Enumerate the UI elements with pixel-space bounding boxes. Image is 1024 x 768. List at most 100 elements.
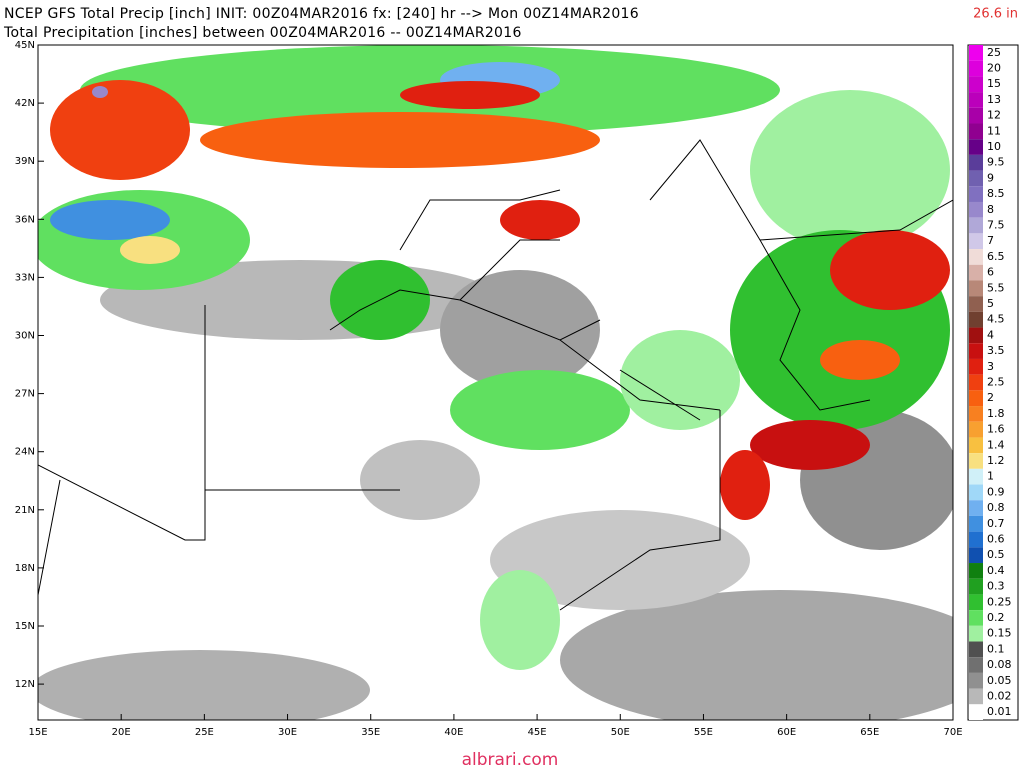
legend-swatch xyxy=(969,217,983,234)
legend-swatch xyxy=(969,201,983,218)
legend-label: 10 xyxy=(987,140,1001,153)
legend-label: 3.5 xyxy=(987,344,1005,357)
lon-label: 35E xyxy=(361,727,380,738)
legend-swatch xyxy=(969,610,983,626)
legend-swatch xyxy=(969,280,983,297)
lon-label: 60E xyxy=(777,727,796,738)
legend-label: 1.2 xyxy=(987,454,1005,467)
legend-label: 8 xyxy=(987,203,994,216)
legend-swatch xyxy=(969,468,983,485)
title-line-2: Total Precipitation [inches] between 00Z… xyxy=(3,25,522,41)
precip-area xyxy=(750,420,870,470)
legend-swatch xyxy=(969,453,983,469)
precip-area xyxy=(820,340,900,380)
legend-swatch xyxy=(969,547,983,564)
lat-label: 24N xyxy=(15,447,35,458)
legend-label: 0.01 xyxy=(987,705,1012,718)
precip-area xyxy=(560,590,953,720)
legend-swatch xyxy=(969,249,983,265)
precip-area xyxy=(720,450,770,520)
legend-swatch xyxy=(969,296,983,312)
precip-area xyxy=(450,370,630,450)
legend-swatch xyxy=(969,390,983,407)
legend-label: 0.9 xyxy=(987,485,1005,498)
legend-swatch xyxy=(969,233,983,250)
precip-field xyxy=(38,45,953,720)
legend-label: 6 xyxy=(987,266,994,279)
legend-label: 5.5 xyxy=(987,281,1005,294)
legend-label: 1 xyxy=(987,470,994,483)
legend-label: 1.6 xyxy=(987,423,1005,436)
legend-swatch xyxy=(969,76,983,93)
legend-swatch xyxy=(969,704,983,720)
precip-area xyxy=(830,230,950,310)
precip-area xyxy=(750,90,950,250)
precip-area xyxy=(440,270,600,390)
lon-label: 70E xyxy=(943,727,962,738)
lat-label: 12N xyxy=(15,679,35,690)
legend-swatch xyxy=(969,311,983,328)
lat-label: 18N xyxy=(15,563,35,574)
legend-label: 0.5 xyxy=(987,548,1005,561)
precip-area xyxy=(490,510,750,610)
legend-swatch xyxy=(969,92,983,108)
legend-label: 2 xyxy=(987,391,994,404)
legend-label: 1.8 xyxy=(987,407,1005,420)
lat-label: 39N xyxy=(15,156,35,167)
legend-swatch xyxy=(969,688,983,705)
lat-label: 45N xyxy=(15,40,35,51)
legend-label: 11 xyxy=(987,124,1001,137)
lon-label: 65E xyxy=(860,727,879,738)
legend-label: 0.6 xyxy=(987,532,1005,545)
legend-label: 9 xyxy=(987,171,994,184)
legend-label: 0.25 xyxy=(987,595,1012,608)
legend-label: 1.4 xyxy=(987,438,1005,451)
lat-label: 27N xyxy=(15,389,35,400)
lon-label: 55E xyxy=(694,727,713,738)
legend-swatch xyxy=(969,139,983,155)
legend-swatch xyxy=(969,672,983,689)
lon-label: 50E xyxy=(611,727,630,738)
lon-label: 20E xyxy=(112,727,131,738)
legend-swatch xyxy=(969,186,983,202)
legend-label: 5 xyxy=(987,297,994,310)
precip-area xyxy=(92,86,108,98)
legend-swatch xyxy=(969,421,983,438)
lon-label: 30E xyxy=(278,727,297,738)
legend-label: 8.5 xyxy=(987,187,1005,200)
legend-swatch xyxy=(969,531,983,548)
lon-label: 25E xyxy=(195,727,214,738)
legend-swatch xyxy=(969,625,983,642)
legend-label: 2.5 xyxy=(987,376,1005,389)
legend-swatch xyxy=(969,563,983,579)
legend-swatch xyxy=(969,594,983,611)
legend-label: 13 xyxy=(987,93,1001,106)
lon-label: 40E xyxy=(444,727,463,738)
precip-area xyxy=(400,81,540,109)
legend-swatch xyxy=(969,60,983,77)
watermark: albrari.com xyxy=(462,750,559,768)
legend-label: 0.8 xyxy=(987,501,1005,514)
precip-area xyxy=(50,200,170,240)
legend-swatch xyxy=(969,500,983,516)
lon-label: 15E xyxy=(28,727,47,738)
legend-swatch xyxy=(969,515,983,532)
title-line-1: NCEP GFS Total Precip [inch] INIT: 00Z04… xyxy=(4,6,639,22)
precip-area xyxy=(38,650,370,720)
precip-area xyxy=(120,236,180,264)
legend-label: 6.5 xyxy=(987,250,1005,263)
legend-swatch xyxy=(969,578,983,595)
lat-label: 36N xyxy=(15,214,35,225)
legend-label: 0.1 xyxy=(987,642,1005,655)
legend-swatch xyxy=(969,374,983,391)
legend-swatch xyxy=(969,327,983,344)
legend-swatch xyxy=(969,406,983,422)
precip-area xyxy=(620,330,740,430)
legend-swatch xyxy=(969,170,983,187)
lat-label: 15N xyxy=(15,621,35,632)
legend-frame xyxy=(967,44,1019,721)
legend-swatch xyxy=(969,358,983,375)
legend-label: 0.08 xyxy=(987,658,1012,671)
legend-label: 0.2 xyxy=(987,611,1005,624)
